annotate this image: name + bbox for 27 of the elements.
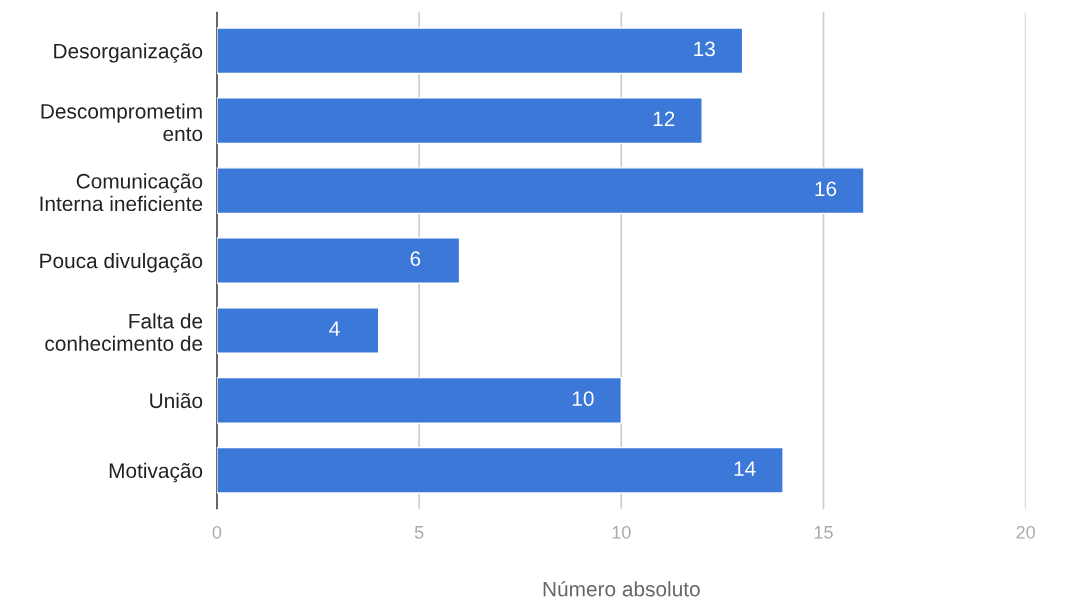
bar — [216, 307, 380, 354]
data-label: 12 — [653, 111, 675, 127]
bar — [216, 27, 744, 75]
y-tick-label: Comunicação Interna ineficiente — [40, 173, 203, 212]
data-label: 10 — [572, 391, 594, 406]
x-tick-label: 20 — [1016, 525, 1036, 539]
y-tick-label: Falta de conhecimento de — [45, 313, 203, 351]
data-label: 13 — [694, 41, 715, 57]
x-tick-label: 15 — [814, 526, 833, 539]
y-tick-label: Desorganização — [54, 43, 203, 63]
bar — [216, 97, 703, 145]
x-tick-label: 5 — [414, 526, 424, 539]
data-label: 4 — [329, 321, 340, 336]
data-label: 14 — [734, 461, 756, 476]
data-label: 6 — [410, 251, 421, 267]
bar — [216, 446, 784, 494]
x-tick-label: 0 — [212, 525, 222, 539]
y-tick-label: Pouca divulgação — [40, 252, 203, 273]
x-axis-title: Número absoluto — [543, 580, 700, 597]
y-tick-label: União — [150, 392, 203, 409]
x-tick-label: 10 — [612, 525, 631, 539]
y-tick-label: Descomprometim ento — [41, 103, 203, 142]
y-tick-label: Motivação — [109, 462, 203, 483]
bar — [216, 167, 865, 215]
bar — [216, 237, 461, 284]
data-label: 16 — [815, 181, 837, 197]
bar — [216, 376, 623, 424]
